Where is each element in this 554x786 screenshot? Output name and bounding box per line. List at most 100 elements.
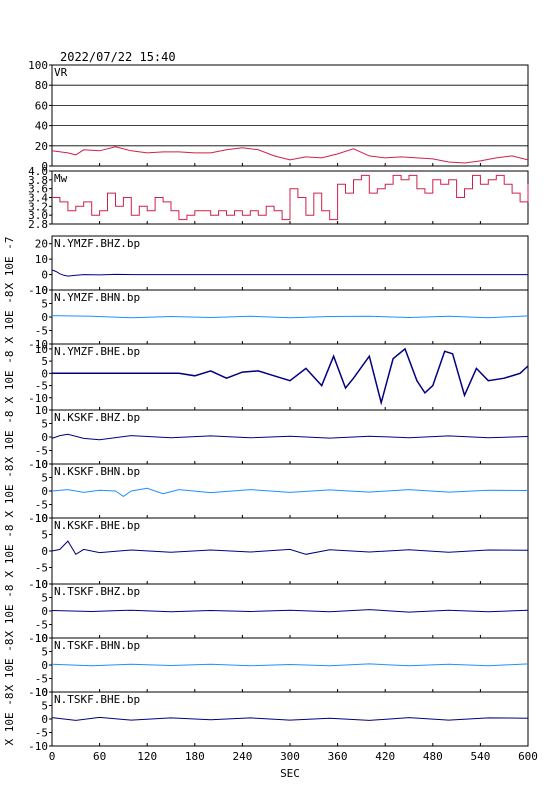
y-tick-label: 4.0 bbox=[28, 165, 48, 178]
y-tick-label: 5 bbox=[41, 529, 48, 542]
panel-label: Mw bbox=[54, 172, 68, 185]
series-line bbox=[51, 433, 529, 441]
y-tick-label: 3.0 bbox=[28, 209, 48, 222]
y-tick-label: 10 bbox=[35, 458, 48, 471]
x-tick-label: 60 bbox=[93, 750, 106, 763]
y-tick-label: 5 bbox=[41, 298, 48, 311]
y-tick-label: -10 bbox=[28, 338, 48, 351]
y-tick-label: -5 bbox=[35, 727, 48, 740]
y-tick-label: -10 bbox=[28, 632, 48, 645]
x-tick-label: 180 bbox=[185, 750, 205, 763]
y-tick-label: 5 bbox=[41, 418, 48, 431]
y-tick-label: 10 bbox=[35, 253, 48, 266]
y-tick-label: 10 bbox=[35, 404, 48, 417]
y-tick-label: -5 bbox=[35, 619, 48, 632]
y-axis-label: X 10E -8 bbox=[3, 639, 16, 692]
y-tick-label: 0 bbox=[41, 311, 48, 324]
y-tick-label: 0 bbox=[41, 659, 48, 672]
x-tick-label: 540 bbox=[470, 750, 490, 763]
y-tick-label: 10 bbox=[35, 578, 48, 591]
y-tick-label: 0 bbox=[41, 485, 48, 498]
panel-label: N.TSKF.BHZ.bp bbox=[54, 585, 140, 598]
y-tick-label: -10 bbox=[28, 512, 48, 525]
panel-frame bbox=[51, 64, 529, 167]
y-tick-label: 40 bbox=[35, 120, 48, 133]
timestamp: 2022/07/22 15:40 bbox=[60, 50, 176, 64]
y-tick-label: -10 bbox=[28, 458, 48, 471]
y-tick-label: 80 bbox=[35, 79, 48, 92]
y-tick-label: 20 bbox=[35, 238, 48, 251]
y-tick-label: -5 bbox=[35, 445, 48, 458]
series-line bbox=[51, 663, 529, 667]
panel-label: N.YMZF.BHE.bp bbox=[54, 345, 140, 358]
y-tick-label: 100 bbox=[28, 59, 48, 72]
y-tick-label: 3.8 bbox=[28, 174, 48, 187]
y-tick-label: -10 bbox=[28, 686, 48, 699]
series-line bbox=[51, 716, 529, 721]
y-tick-label: -5 bbox=[35, 562, 48, 575]
y-tick-label: 20 bbox=[35, 140, 48, 153]
series-line bbox=[51, 540, 529, 555]
x-tick-label: 0 bbox=[49, 750, 56, 763]
y-tick-label: 0 bbox=[41, 160, 48, 173]
panel-label: N.TSKF.BHE.bp bbox=[54, 693, 140, 706]
y-tick-label: -10 bbox=[28, 740, 48, 753]
series-line bbox=[51, 315, 529, 319]
y-axis-label: X 10E -8 bbox=[3, 465, 16, 518]
panel-label: N.KSKF.BHN.bp bbox=[54, 465, 140, 478]
y-axis-label: X 10E -7 bbox=[3, 237, 16, 290]
y-tick-label: 5 bbox=[41, 646, 48, 659]
y-tick-label: 3.2 bbox=[28, 200, 48, 213]
y-tick-label: 2.8 bbox=[28, 218, 48, 231]
y-axis-label: X 10E -8 bbox=[3, 585, 16, 638]
panel-label: VR bbox=[54, 66, 68, 79]
series-line bbox=[52, 347, 529, 406]
panel-label: N.TSKF.BHN.bp bbox=[54, 639, 140, 652]
y-axis-label: X 10E -8 bbox=[3, 525, 16, 578]
panel-label: N.YMZF.BHN.bp bbox=[54, 291, 140, 304]
y-tick-label: -5 bbox=[35, 673, 48, 686]
y-axis-label: X 10E -8 bbox=[3, 411, 16, 464]
y-tick-label: 0 bbox=[41, 431, 48, 444]
series-line bbox=[51, 609, 529, 613]
y-tick-label: -10 bbox=[28, 578, 48, 591]
y-tick-label: 10 bbox=[35, 512, 48, 525]
y-tick-label: 3.4 bbox=[28, 192, 48, 205]
y-tick-label: 0 bbox=[41, 605, 48, 618]
series-line bbox=[51, 269, 528, 277]
x-tick-label: 300 bbox=[280, 750, 300, 763]
y-tick-label: 5 bbox=[41, 472, 48, 485]
y-tick-label: 0 bbox=[41, 367, 48, 380]
series-line bbox=[52, 174, 529, 221]
y-tick-label: 10 bbox=[35, 632, 48, 645]
y-tick-label: 0 bbox=[41, 269, 48, 282]
y-axis-label: X 10E -8 bbox=[3, 693, 16, 746]
x-tick-label: 420 bbox=[375, 750, 395, 763]
y-tick-label: -10 bbox=[28, 392, 48, 405]
y-tick-label: -5 bbox=[35, 499, 48, 512]
x-tick-label: 360 bbox=[328, 750, 348, 763]
x-tick-label: 480 bbox=[423, 750, 443, 763]
y-tick-label: 0 bbox=[41, 545, 48, 558]
y-tick-label: -5 bbox=[35, 325, 48, 338]
series-line bbox=[51, 487, 529, 498]
y-tick-label: 3.6 bbox=[28, 183, 48, 196]
y-tick-label: -5 bbox=[35, 380, 48, 393]
panel-label: N.YMZF.BHZ.bp bbox=[54, 237, 140, 250]
y-tick-label: 10 bbox=[35, 686, 48, 699]
y-tick-label: 5 bbox=[41, 700, 48, 713]
y-tick-label: 10 bbox=[35, 343, 48, 356]
y-axis-label: X 10E -8 bbox=[3, 291, 16, 344]
x-tick-label: 120 bbox=[137, 750, 157, 763]
y-tick-label: 5 bbox=[41, 355, 48, 368]
x-axis-label: SEC bbox=[280, 767, 300, 780]
series-line bbox=[51, 146, 529, 164]
y-tick-label: 60 bbox=[35, 99, 48, 112]
x-tick-label: 600 bbox=[518, 750, 538, 763]
y-axis-label: X 10E -8 bbox=[3, 351, 16, 404]
x-tick-label: 240 bbox=[232, 750, 252, 763]
y-tick-label: 5 bbox=[41, 592, 48, 605]
panel-label: N.KSKF.BHE.bp bbox=[54, 519, 140, 532]
y-tick-label: 0 bbox=[41, 713, 48, 726]
